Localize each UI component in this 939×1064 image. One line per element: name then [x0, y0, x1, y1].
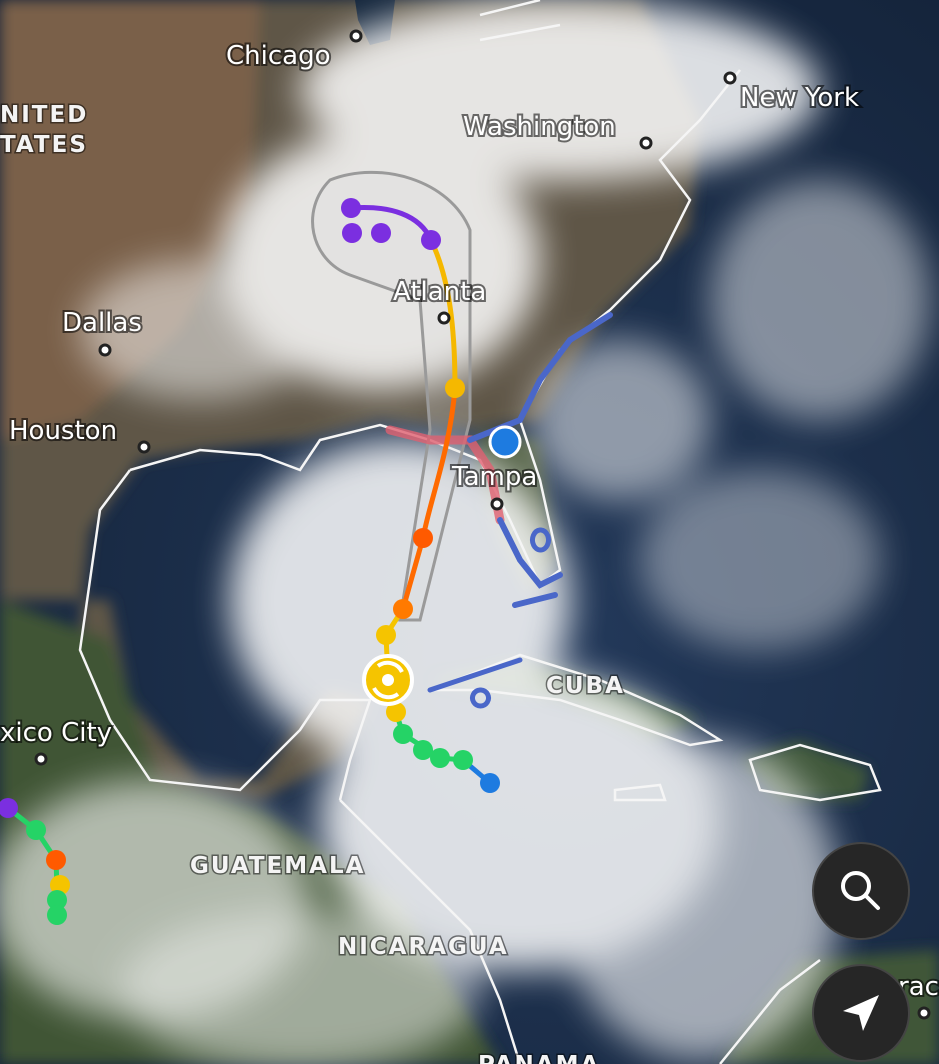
city-label: Tampa [451, 462, 537, 492]
track-points [0, 198, 500, 925]
city-label: Houston [9, 416, 117, 446]
search-button[interactable] [812, 842, 910, 940]
city-label: Washington [463, 112, 616, 142]
city-label: New York [740, 83, 859, 113]
country-label: CUBA [546, 673, 625, 699]
country-label: TATES [0, 132, 88, 158]
city-label: Atlanta [393, 277, 486, 307]
locate-button[interactable] [812, 964, 910, 1062]
country-label: PANAMA [478, 1052, 600, 1064]
user-location [488, 425, 522, 459]
city-label: Chicago [226, 41, 331, 71]
city-label: Dallas [62, 308, 142, 338]
country-label: NITED [0, 102, 88, 128]
country-label: NICARAGUA [338, 934, 509, 960]
country-label: GUATEMALA [190, 853, 365, 879]
city-label: xico City [0, 718, 112, 748]
hurricane-icon [362, 654, 414, 706]
city-dots [34, 29, 931, 1020]
